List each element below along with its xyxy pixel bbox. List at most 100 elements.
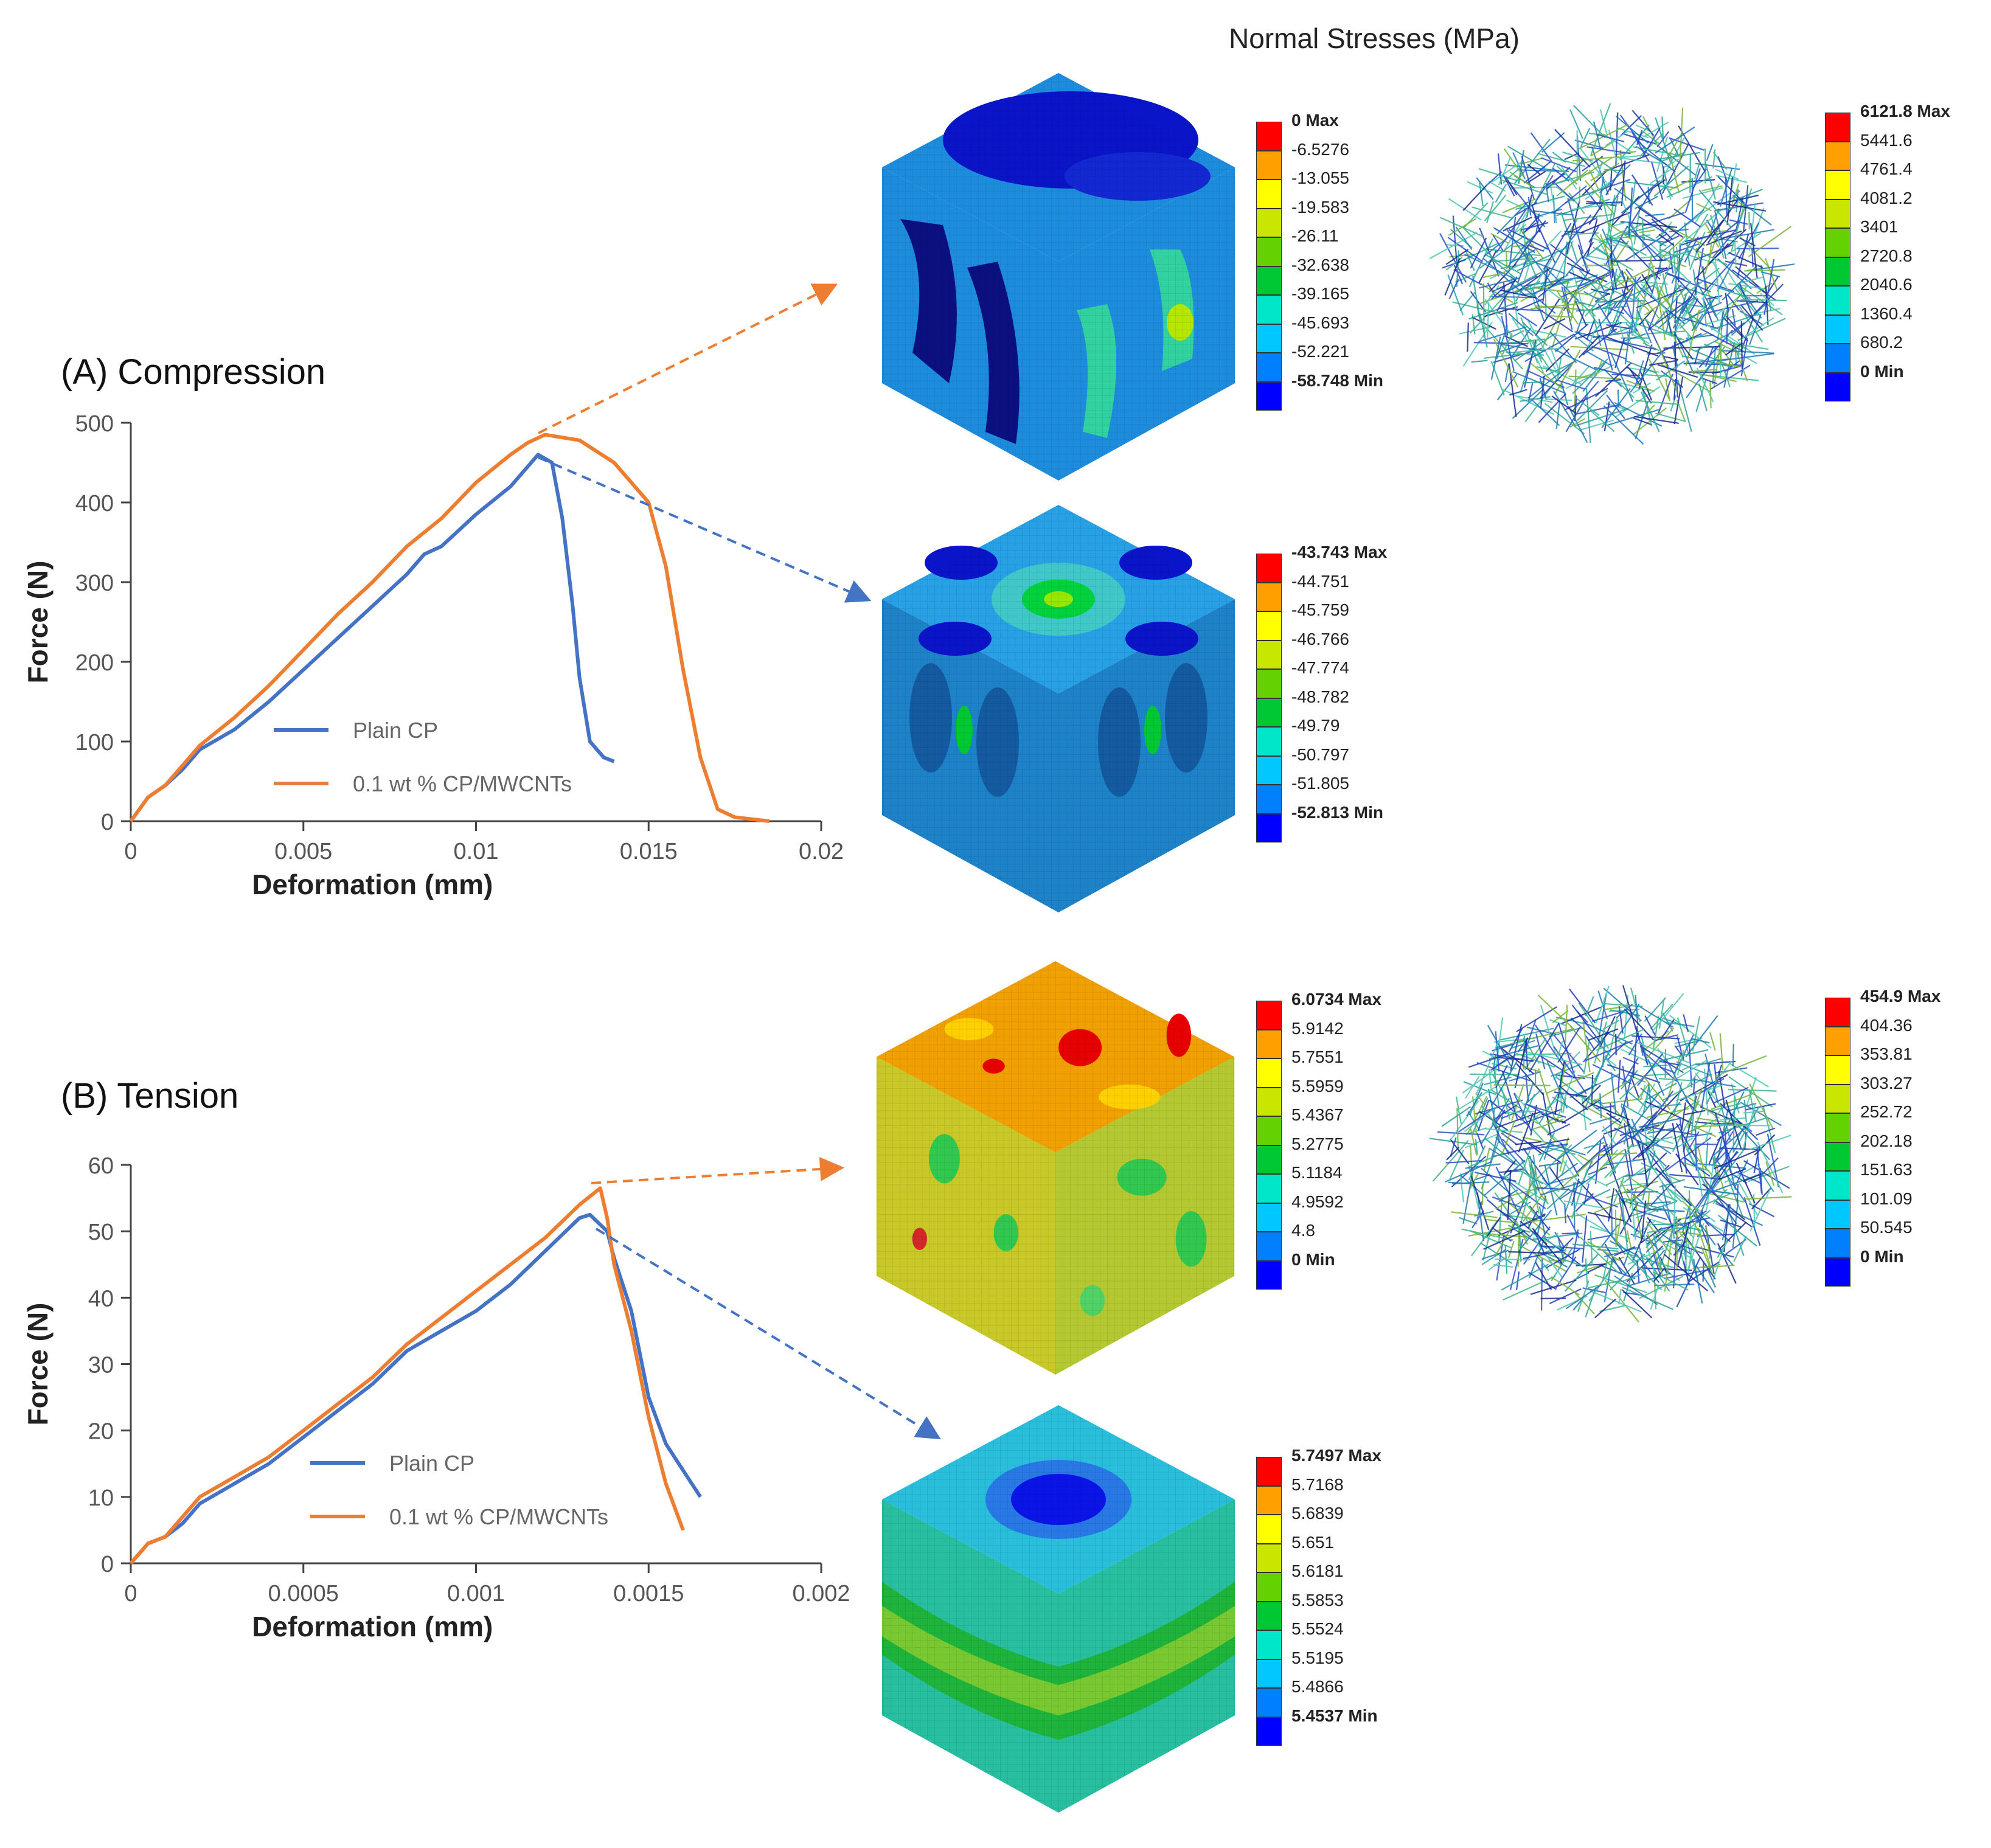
- cube-compression-mwcnt: [882, 505, 1235, 912]
- fiber-segment: [1732, 1043, 1734, 1067]
- fiber-segment: [1648, 296, 1693, 330]
- fiber-segment: [1470, 1175, 1490, 1231]
- fiber-segment: [1622, 1065, 1629, 1107]
- fiber-segment: [1674, 334, 1694, 360]
- fiber-segment: [1631, 109, 1655, 136]
- fiber-segment: [1725, 360, 1740, 372]
- fiber-segment: [1561, 274, 1610, 298]
- fiber-segment: [1679, 1119, 1687, 1174]
- fiber-segment: [1649, 1153, 1675, 1188]
- fiber-segment: [1593, 331, 1635, 338]
- fiber-segment: [1717, 1248, 1734, 1266]
- legend-value-label: -19.583: [1291, 197, 1349, 217]
- fiber-segment: [1684, 1099, 1698, 1113]
- fiber-segment: [1486, 1217, 1501, 1237]
- fiber-segment: [1655, 280, 1692, 324]
- fiber-segment: [1663, 223, 1706, 246]
- fiber-segment: [1667, 179, 1692, 192]
- fiber-segment: [1696, 1143, 1717, 1145]
- fiber-segment: [1464, 248, 1475, 271]
- fiber-segment: [1561, 1159, 1568, 1176]
- fiber-segment: [1509, 171, 1535, 189]
- legend-value-label: 151.63: [1860, 1160, 1913, 1179]
- fiber-segment: [1555, 1256, 1577, 1289]
- fiber-segment: [1614, 401, 1663, 427]
- fiber-segment: [1585, 1035, 1595, 1050]
- legend-color-box: [1256, 1087, 1282, 1116]
- fiber-segment: [1750, 1189, 1771, 1232]
- fiber-segment: [1676, 246, 1680, 274]
- fiber-segment: [1664, 1234, 1673, 1292]
- fiber-segment: [1657, 364, 1698, 378]
- fiber-segment: [1470, 1128, 1478, 1156]
- legend-value-label: 5.5195: [1291, 1648, 1344, 1667]
- fiber-segment: [1672, 1122, 1683, 1173]
- fiber-segment: [1570, 346, 1628, 351]
- fiber-segment: [1501, 1109, 1523, 1119]
- fiber-segment: [1624, 325, 1631, 364]
- fiber-segment: [1635, 145, 1668, 166]
- fiber-segment: [1537, 1053, 1575, 1079]
- fiber-segment: [1492, 1043, 1515, 1052]
- fiber-segment: [1713, 1156, 1746, 1203]
- fiber-segment: [1532, 400, 1560, 426]
- fiber-segment: [1693, 1079, 1736, 1088]
- fiber-segment: [1576, 1212, 1613, 1235]
- fiber-segment: [1633, 1167, 1650, 1176]
- fiber-segment: [1594, 1141, 1602, 1184]
- fiber-segment: [1531, 1127, 1545, 1142]
- fiber-segment: [1641, 1145, 1649, 1186]
- legend-value-label: 5.6181: [1291, 1561, 1344, 1580]
- fiber-segment: [1464, 228, 1492, 257]
- fiber-segment: [1741, 1102, 1757, 1154]
- fiber-segment: [1669, 1189, 1716, 1223]
- fiber-segment: [1760, 271, 1781, 278]
- fiber-segment: [1605, 1173, 1630, 1186]
- fiber-segment: [1686, 1175, 1720, 1220]
- fiber-segment: [1616, 1003, 1633, 1018]
- fiber-segment: [1599, 240, 1630, 285]
- fiber-segment: [1580, 302, 1599, 325]
- fiber-segment: [1585, 1258, 1588, 1287]
- fiber-segment: [1474, 1172, 1517, 1183]
- fiber-segment: [1720, 328, 1722, 363]
- fiber-segment: [1620, 115, 1642, 136]
- fiber-segment: [1596, 300, 1646, 303]
- fiber-segment: [1490, 361, 1505, 396]
- legend-value-label: 5.7168: [1291, 1475, 1344, 1494]
- fiber-segment: [1619, 1202, 1639, 1235]
- fiber-segment: [1446, 1147, 1460, 1161]
- fiber-segment: [1478, 250, 1497, 283]
- fiber-segment: [1526, 1026, 1557, 1035]
- fiber-segment: [1673, 1185, 1677, 1239]
- fiber-segment: [1726, 232, 1762, 256]
- fiber-segment: [1530, 132, 1552, 162]
- fiber-segment: [1538, 1087, 1562, 1125]
- fiber-segment: [1661, 163, 1667, 181]
- fiber-segment: [1606, 324, 1630, 330]
- fiber-segment: [1693, 1259, 1703, 1304]
- fiber-segment: [1455, 226, 1473, 251]
- fiber-segment: [1555, 379, 1585, 390]
- fiber-segment: [1585, 240, 1606, 258]
- legend-color-box: [1256, 1058, 1282, 1088]
- fiber-segment: [1566, 200, 1580, 255]
- fiber-segment: [1529, 254, 1554, 286]
- legend-color-box: [1825, 199, 1850, 228]
- y-tick-label: 10: [88, 1485, 114, 1511]
- fiber-segment: [1605, 1058, 1616, 1072]
- fiber-segment: [1591, 1010, 1624, 1023]
- fiber-segment: [1449, 1149, 1464, 1180]
- fiber-segment: [1627, 366, 1642, 381]
- fiber-segment: [1530, 363, 1563, 390]
- fiber-segment: [1523, 1249, 1565, 1260]
- y-tick-label: 60: [88, 1153, 114, 1179]
- fiber-segment: [1658, 1049, 1709, 1062]
- fiber-segment: [1641, 1228, 1657, 1278]
- fiber-segment: [1509, 249, 1536, 264]
- fiber-segment: [1757, 1142, 1784, 1193]
- fiber-segment: [1529, 1023, 1560, 1073]
- fiber-segment: [1664, 1229, 1701, 1235]
- fiber-segment: [1538, 228, 1556, 263]
- fiber-segment: [1631, 285, 1650, 336]
